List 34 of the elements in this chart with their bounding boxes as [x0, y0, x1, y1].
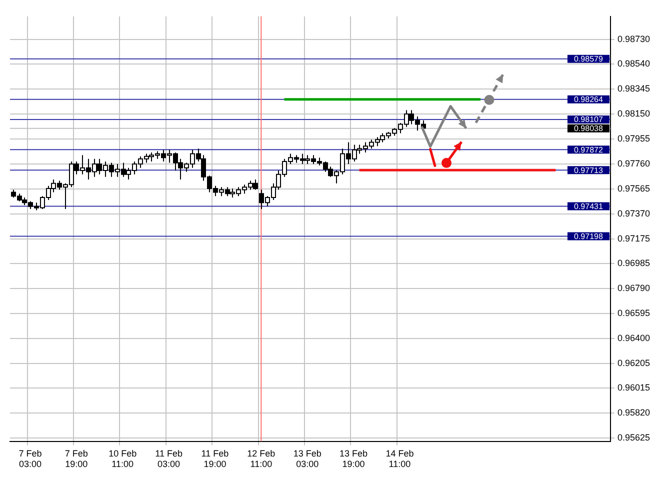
y-tick-label: 0.95625	[617, 432, 650, 443]
x-tick-label: 12 Feb 11:00	[247, 448, 276, 470]
y-tick-label: 0.97760	[617, 158, 650, 169]
y-tick-label: 0.97175	[617, 234, 650, 244]
y-tick-label: 0.97370	[617, 208, 650, 219]
y-tick-label: 0.95820	[617, 408, 650, 418]
ref-line-label: 0.97198	[574, 232, 604, 241]
ref-line-label: 0.98579	[574, 54, 604, 64]
y-tick-label: 0.96015	[617, 382, 650, 393]
x-tick-label: 10 Feb 11:00	[108, 448, 137, 470]
y-tick-label: 0.96595	[617, 308, 650, 318]
y-tick-label: 0.97955	[617, 134, 650, 144]
x-tick-label: 7 Feb 19:00	[64, 448, 88, 470]
x-tick-label: 13 Feb 03:00	[293, 448, 322, 470]
y-tick-label: 0.98730	[617, 34, 650, 44]
ref-line-label: 0.97431	[574, 202, 604, 212]
y-tick-label: 0.96985	[617, 258, 650, 268]
y-tick-label: 0.98345	[617, 83, 650, 94]
x-tick-label: 13 Feb 19:00	[340, 448, 368, 470]
ref-line-label: 0.98264	[574, 95, 604, 104]
x-tick-label: 11 Feb 19:00	[201, 448, 229, 470]
y-tick-label: 0.97565	[617, 184, 650, 194]
ref-line-label: 0.98107	[574, 115, 604, 124]
x-tick-label: 7 Feb 03:00	[18, 448, 42, 470]
x-tick-label: 14 Feb 11:00	[386, 448, 414, 470]
x-tick-label: 11 Feb 03:00	[155, 448, 182, 470]
ref-line-label: 0.98038	[574, 124, 604, 134]
y-tick-label: 0.96205	[617, 358, 650, 368]
y-tick-label: 0.96400	[617, 333, 650, 344]
y-tick-label: 0.98150	[617, 108, 650, 118]
ref-line-label: 0.97872	[574, 145, 604, 154]
y-tick-label: 0.98540	[617, 58, 650, 68]
ref-line-label: 0.97713	[574, 166, 604, 175]
y-tick-label: 0.96790	[617, 283, 650, 294]
